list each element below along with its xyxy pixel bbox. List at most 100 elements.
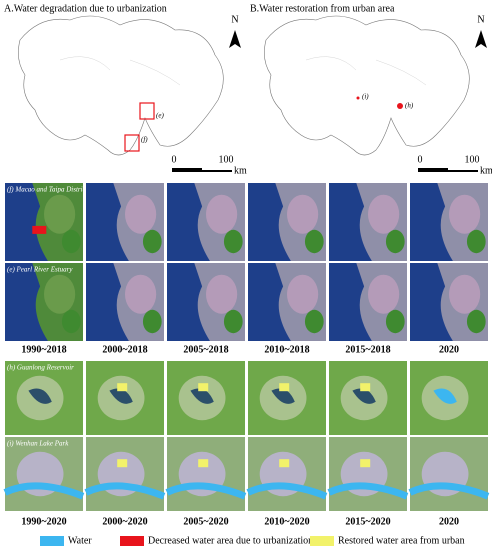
- satellite-tile: [327, 437, 409, 511]
- satellite-tile: [410, 183, 488, 261]
- north-label: N: [477, 14, 484, 25]
- scale-start: 0: [172, 154, 177, 165]
- satellite-tile: [167, 183, 245, 261]
- period-label: 2010~2018: [264, 344, 309, 355]
- satellite-tile: [165, 437, 247, 511]
- satellite-tile: [408, 437, 490, 511]
- satellite-tile: [3, 437, 85, 511]
- period-label: 2015~2018: [345, 344, 390, 355]
- satellite-tile: [86, 183, 164, 261]
- satellite-tile: [84, 437, 166, 511]
- period-label: 1990~2018: [21, 344, 66, 355]
- vegetation: [385, 229, 405, 254]
- legend-label: Restored water area from urban: [338, 535, 465, 546]
- panel-title: B.Water restoration from urban area: [250, 3, 395, 14]
- restored: [198, 459, 209, 468]
- restored: [360, 459, 371, 468]
- legend-swatch: [120, 536, 144, 546]
- north-label: N: [231, 14, 238, 25]
- site-label: (e): [156, 112, 164, 120]
- river: [408, 482, 490, 500]
- urban: [44, 194, 76, 234]
- restored: [279, 383, 290, 392]
- reservoir: [271, 388, 295, 404]
- urban: [368, 194, 400, 234]
- river: [84, 482, 166, 500]
- scale-end: 100: [219, 154, 234, 165]
- urban: [125, 274, 157, 314]
- vegetation: [142, 229, 162, 254]
- vegetation: [385, 309, 405, 334]
- period-label: 2005~2020: [183, 516, 228, 527]
- restored: [117, 383, 128, 392]
- urban: [449, 274, 481, 314]
- row-label: (f) Macao and Taipa District: [7, 186, 89, 194]
- vegetation: [466, 309, 486, 334]
- restored: [279, 459, 290, 468]
- satellite-tile: [5, 183, 83, 261]
- satellite-tile: [248, 183, 326, 261]
- reservoir: [28, 388, 52, 404]
- period-label: 2010~2020: [264, 516, 309, 527]
- period-label: 2015~2020: [345, 516, 390, 527]
- satellite-tile: [86, 263, 164, 341]
- urban: [44, 274, 76, 314]
- urban: [287, 274, 319, 314]
- river: [165, 482, 247, 500]
- scale-unit: km: [234, 165, 247, 176]
- period-label: 1990~2020: [21, 516, 66, 527]
- change: [32, 225, 47, 234]
- urban: [449, 194, 481, 234]
- site-label: (f): [141, 136, 148, 144]
- site-label: (i): [362, 93, 369, 101]
- legend-swatch: [40, 536, 64, 546]
- satellite-tile: [5, 263, 83, 341]
- reservoir: [190, 388, 214, 404]
- restored: [198, 383, 209, 392]
- satellite-tile: [410, 361, 488, 435]
- urban: [125, 194, 157, 234]
- river: [327, 482, 409, 500]
- site-box: [139, 102, 155, 120]
- satellite-tile: [329, 361, 407, 435]
- scale-end: 100: [465, 154, 480, 165]
- vegetation: [61, 309, 81, 334]
- coastline: [18, 15, 224, 156]
- vegetation: [304, 229, 324, 254]
- urban: [368, 274, 400, 314]
- vegetation: [304, 309, 324, 334]
- panel-title: A.Water degradation due to urbanization: [4, 3, 167, 14]
- site-dot: [397, 103, 403, 109]
- period-label: 2020: [439, 344, 459, 355]
- satellite-tile: [329, 183, 407, 261]
- vegetation: [466, 229, 486, 254]
- legend-label: Decreased water area due to urbanization: [148, 535, 313, 546]
- reservoir: [433, 388, 457, 404]
- vegetation: [142, 309, 162, 334]
- river: [3, 482, 85, 500]
- scale-unit: km: [480, 165, 492, 176]
- legend-swatch: [310, 536, 334, 546]
- satellite-tile: [167, 263, 245, 341]
- satellite-tile: [248, 361, 326, 435]
- scale-bar-half: [448, 168, 478, 170]
- satellite-tile: [410, 263, 488, 341]
- reservoir: [109, 388, 133, 404]
- restored: [360, 383, 371, 392]
- period-label: 2000~2020: [102, 516, 147, 527]
- scale-start: 0: [418, 154, 423, 165]
- site-dot: [356, 96, 360, 100]
- satellite-tile: [329, 263, 407, 341]
- reservoir: [352, 388, 376, 404]
- row-label: (e) Pearl River Estuary: [7, 266, 73, 274]
- satellite-tile: [248, 263, 326, 341]
- period-label: 2005~2018: [183, 344, 228, 355]
- site-label: (h): [405, 102, 414, 110]
- urban: [206, 274, 238, 314]
- vegetation: [61, 229, 81, 254]
- restored: [117, 459, 128, 468]
- satellite-tile: [246, 437, 328, 511]
